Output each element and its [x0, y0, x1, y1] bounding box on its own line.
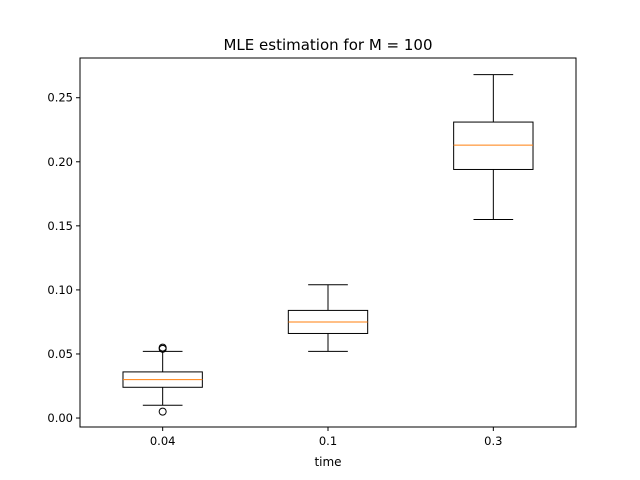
y-tick-label: 0.10	[47, 283, 73, 297]
y-tick-label: 0.05	[47, 347, 73, 361]
x-tick-label: 0.3	[484, 434, 502, 448]
box-iqr	[453, 121, 534, 170]
x-tick-label: 0.1	[319, 434, 337, 448]
y-tick-label: 0.00	[47, 411, 73, 425]
chart-title: MLE estimation for M = 100	[223, 36, 432, 54]
x-tick-label: 0.04	[150, 434, 176, 448]
x-axis-label: time	[314, 455, 341, 469]
plot-area: 0.00 0.05 0.10 0.15 0.20 0.25 0.04 0.1 0.3	[47, 74, 534, 448]
y-tick-label: 0.15	[47, 219, 73, 233]
y-tick-label: 0.20	[47, 155, 73, 169]
axes-frame	[79, 57, 577, 428]
y-tick-label: 0.25	[47, 91, 73, 105]
box-outlier	[158, 343, 167, 352]
box-outlier	[158, 407, 167, 416]
